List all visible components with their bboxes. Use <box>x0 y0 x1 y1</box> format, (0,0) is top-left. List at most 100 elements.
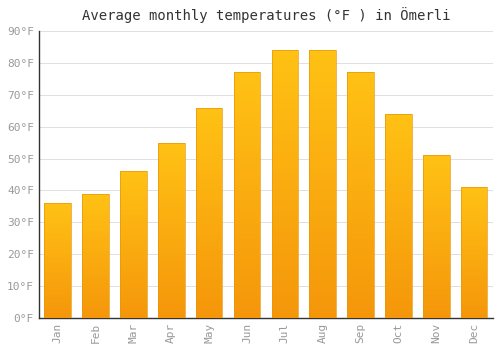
Bar <box>385 265 411 269</box>
Bar <box>423 246 450 250</box>
Bar <box>461 234 487 237</box>
Bar <box>82 236 109 238</box>
Bar <box>348 254 374 259</box>
Bar <box>272 120 298 125</box>
Bar <box>272 291 298 296</box>
Bar <box>196 280 222 284</box>
Bar <box>234 102 260 107</box>
Bar <box>158 272 184 276</box>
Bar <box>272 195 298 200</box>
Bar <box>44 254 71 256</box>
Bar <box>310 195 336 200</box>
Bar <box>348 156 374 161</box>
Bar <box>120 227 146 230</box>
Bar <box>44 302 71 304</box>
Bar <box>310 141 336 147</box>
Bar <box>44 276 71 279</box>
Bar <box>348 87 374 92</box>
Bar <box>234 121 260 126</box>
Bar <box>82 295 109 298</box>
Bar <box>158 153 184 156</box>
Bar <box>310 66 336 71</box>
Bar <box>348 102 374 107</box>
Bar <box>272 152 298 157</box>
Bar <box>196 175 222 179</box>
Bar <box>423 259 450 262</box>
Bar <box>423 198 450 201</box>
Bar <box>423 315 450 318</box>
Bar <box>234 171 260 176</box>
Bar <box>461 289 487 292</box>
Bar <box>158 199 184 202</box>
Bar <box>234 151 260 156</box>
Bar <box>120 300 146 303</box>
Bar <box>310 227 336 232</box>
Bar <box>158 188 184 192</box>
Bar <box>120 289 146 292</box>
Bar <box>423 308 450 312</box>
Bar <box>44 212 71 215</box>
Bar <box>234 274 260 279</box>
Bar <box>461 315 487 318</box>
Bar <box>234 225 260 230</box>
Bar <box>44 245 71 247</box>
Bar <box>272 307 298 313</box>
Bar <box>423 155 450 318</box>
Bar <box>310 109 336 114</box>
Bar <box>348 230 374 235</box>
Bar <box>82 246 109 248</box>
Bar <box>385 248 411 253</box>
Bar <box>461 273 487 276</box>
Bar <box>234 161 260 166</box>
Bar <box>44 235 71 238</box>
Bar <box>385 199 411 204</box>
Bar <box>423 220 450 224</box>
Bar <box>196 217 222 221</box>
Bar <box>44 203 71 318</box>
Bar <box>120 239 146 242</box>
Bar <box>385 191 411 196</box>
Bar <box>158 206 184 209</box>
Bar <box>158 290 184 293</box>
Bar <box>272 82 298 88</box>
Bar <box>461 292 487 294</box>
Bar <box>120 253 146 256</box>
Bar <box>385 122 411 126</box>
Bar <box>196 107 222 318</box>
Bar <box>234 215 260 220</box>
Bar <box>44 307 71 309</box>
Bar <box>461 205 487 208</box>
Bar <box>385 126 411 130</box>
Bar <box>348 234 374 239</box>
Bar <box>44 272 71 274</box>
Bar <box>461 294 487 297</box>
Bar <box>82 233 109 236</box>
Bar <box>348 303 374 308</box>
Bar <box>196 167 222 171</box>
Bar <box>120 186 146 189</box>
Bar <box>348 146 374 151</box>
Bar <box>310 50 336 318</box>
Bar <box>348 171 374 176</box>
Bar <box>120 177 146 180</box>
Bar <box>423 312 450 315</box>
Bar <box>234 279 260 284</box>
Bar <box>234 249 260 254</box>
Bar <box>44 256 71 258</box>
Bar <box>385 281 411 285</box>
Bar <box>423 302 450 305</box>
Bar <box>158 314 184 318</box>
Bar <box>310 238 336 243</box>
Bar <box>44 260 71 263</box>
Bar <box>234 205 260 210</box>
Bar <box>44 311 71 313</box>
Bar <box>44 219 71 222</box>
Bar <box>423 292 450 295</box>
Bar <box>120 174 146 177</box>
Bar <box>461 271 487 273</box>
Bar <box>423 282 450 286</box>
Bar <box>423 178 450 181</box>
Bar <box>310 157 336 163</box>
Bar <box>272 270 298 275</box>
Bar <box>158 181 184 185</box>
